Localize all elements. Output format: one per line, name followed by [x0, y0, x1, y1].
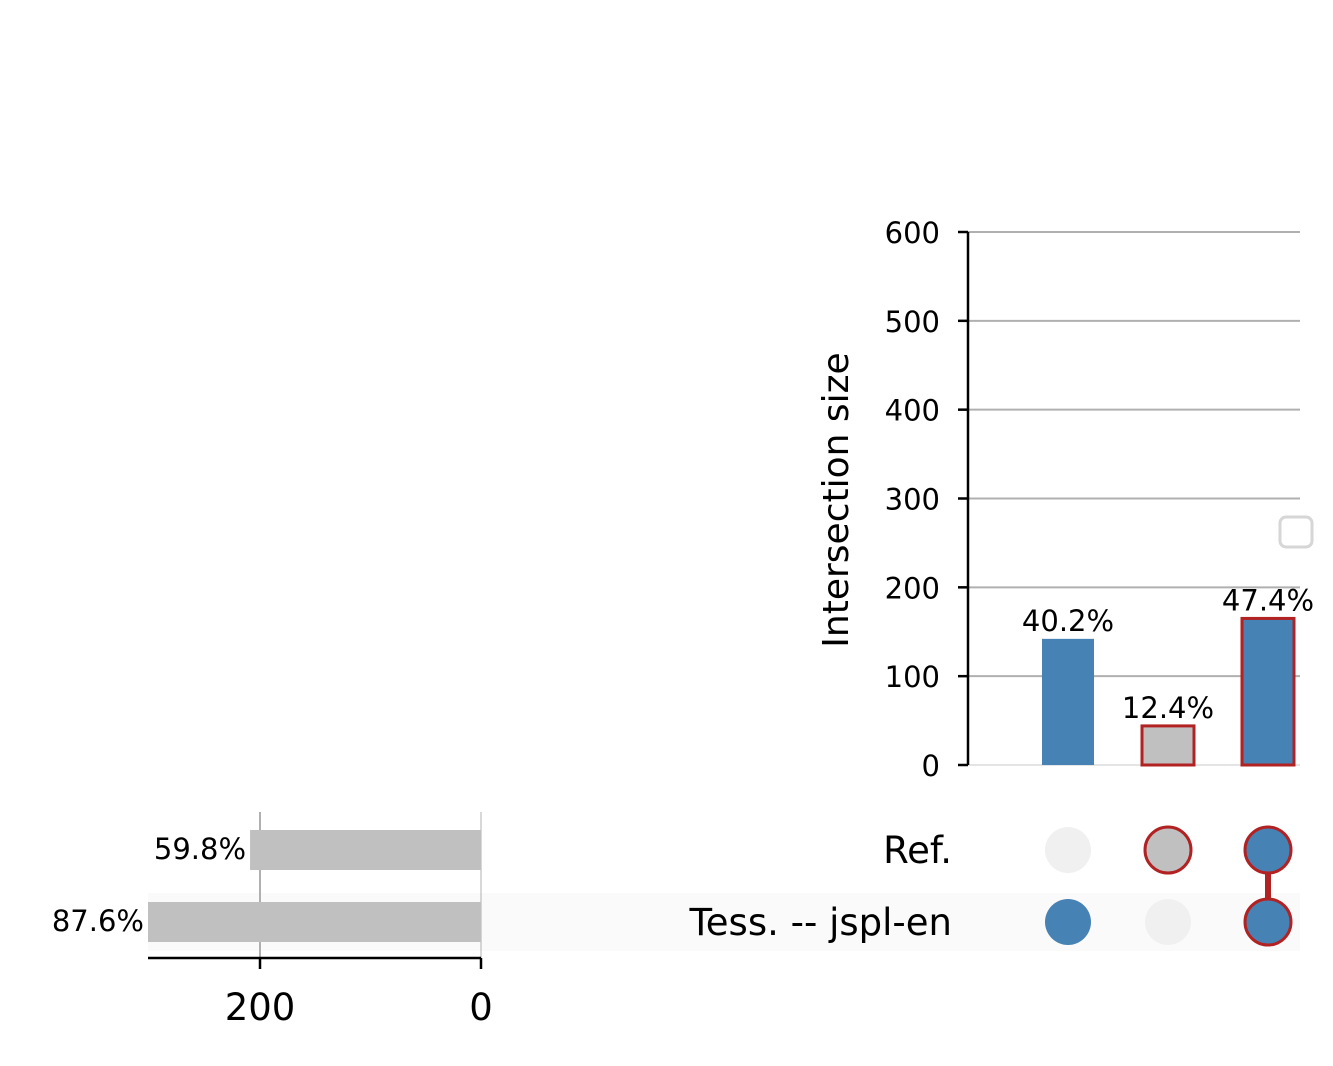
set-name-label: Ref.	[883, 829, 952, 872]
y-tick-label: 600	[885, 216, 940, 250]
intersection-bar	[1042, 638, 1094, 765]
y-tick-label: 200	[885, 571, 940, 605]
set-size-label: 59.8%	[154, 832, 246, 866]
intersection-bar	[1140, 724, 1196, 767]
set-size-bars: 59.8% 87.6% 200 0	[52, 812, 493, 1029]
legend-box	[1278, 515, 1314, 549]
y-axis-label: Intersection size	[816, 352, 857, 647]
matrix-dot-active	[1143, 825, 1193, 875]
y-tick-label: 300	[885, 483, 940, 517]
set-name-label: Tess. -- jspl-en	[688, 901, 952, 944]
intersection-bar	[1240, 616, 1296, 767]
bar-value-label: 47.4%	[1222, 583, 1314, 617]
bar-value-label: 12.4%	[1122, 691, 1214, 725]
set-size-label: 87.6%	[52, 904, 144, 938]
y-tick-label: 400	[885, 394, 940, 428]
bar-value-label: 40.2%	[1022, 604, 1114, 638]
set-x-tick-label: 200	[225, 986, 296, 1029]
matrix-dot-active	[1045, 899, 1091, 945]
matrix-dot-active	[1243, 825, 1293, 875]
y-tick-label: 500	[885, 305, 940, 339]
y-tick-label: 100	[885, 660, 940, 694]
set-size-bar	[250, 830, 481, 870]
axes: 0 100 200 300 400 500 600	[885, 216, 970, 783]
membership-matrix: Ref. Tess. -- jspl-en	[688, 825, 1293, 947]
y-tick-label: 0	[922, 749, 940, 783]
set-size-bar	[148, 902, 481, 942]
matrix-dot-active	[1243, 897, 1293, 947]
intersection-bars: 40.2% 12.4% 47.4%	[1022, 583, 1314, 767]
matrix-dot-inactive	[1045, 827, 1091, 873]
matrix-dot-inactive	[1145, 899, 1191, 945]
set-x-tick-label: 0	[469, 986, 493, 1029]
